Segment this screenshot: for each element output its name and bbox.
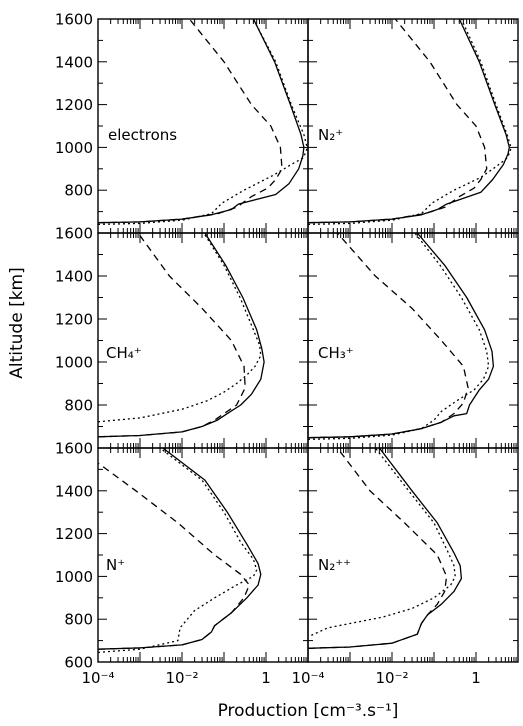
series-dashed-line <box>98 233 246 438</box>
y-tick-label: 800 <box>64 397 93 415</box>
x-tick-label: 10⁻⁴ <box>291 669 324 687</box>
labels-layer: electrons N₂⁺ CH₄⁺ CH₃⁺ N⁺ N₂⁺⁺ 800 1000 1200 140… <box>55 11 481 688</box>
panel-label: N⁺ <box>106 556 125 574</box>
x-axis-label: Production [cm⁻³.s⁻¹] <box>218 701 399 721</box>
y-tick-label: 600 <box>64 654 93 672</box>
series-solid-line <box>308 448 463 649</box>
y-tick-label: 1400 <box>55 53 93 71</box>
series-dotted-line <box>98 19 308 226</box>
y-tick-label: 1200 <box>55 311 93 329</box>
x-tick-label: 10⁻² <box>375 669 408 687</box>
series-dotted-line <box>98 233 262 423</box>
curves-layer <box>98 19 512 654</box>
series-dotted-line <box>311 448 456 636</box>
panel-label: CH₄⁺ <box>106 344 142 362</box>
series-dashed-line <box>308 448 448 649</box>
panel-0-curves <box>98 19 308 226</box>
series-solid-line <box>98 233 265 438</box>
y-tick-label: 1400 <box>55 482 93 500</box>
series-dashed-line <box>98 462 250 650</box>
y-tick-label: 1600 <box>55 11 93 29</box>
y-tick-label: 1200 <box>55 525 93 543</box>
panel-5-curves <box>308 448 463 649</box>
y-tick-label: 1000 <box>55 568 93 586</box>
y-tick-label: 800 <box>64 611 93 629</box>
panel-label: electrons <box>108 126 177 144</box>
y-tick-label: 800 <box>64 182 93 200</box>
y-tick-label: 1000 <box>55 354 93 372</box>
x-tick-label: 1 <box>261 669 271 687</box>
panel-3-curves <box>308 233 495 441</box>
x-tick-label: 10⁻⁴ <box>81 669 114 687</box>
series-dashed-line <box>98 19 283 224</box>
panel-4-curves <box>98 448 262 654</box>
panel-label: N₂⁺⁺ <box>318 556 351 574</box>
series-solid-line <box>308 233 495 439</box>
x-tick-label: 10⁻² <box>165 669 198 687</box>
panel-label: CH₃⁺ <box>318 344 354 362</box>
series-dotted-line <box>308 233 490 441</box>
series-dashed-line <box>308 233 469 439</box>
y-tick-label: 1400 <box>55 268 93 286</box>
panel-frame <box>97 232 309 449</box>
panel-1-curves <box>308 19 512 226</box>
ticks-layer <box>97 18 519 663</box>
y-tick-label: 1600 <box>55 225 93 243</box>
y-tick-label: 1000 <box>55 139 93 157</box>
x-tick-label: 1 <box>471 669 481 687</box>
series-dashed-line <box>308 19 488 224</box>
y-tick-label: 1600 <box>55 440 93 458</box>
panel-frame <box>307 232 519 449</box>
panel-label: N₂⁺ <box>318 126 343 144</box>
series-solid-line <box>98 448 262 650</box>
y-axis-label: Altitude [km] <box>7 267 27 379</box>
panel-frame <box>97 447 309 663</box>
panel-2-curves <box>98 233 265 438</box>
series-dotted-line <box>98 448 258 654</box>
series-dotted-line <box>308 19 512 226</box>
series-solid-line <box>308 19 510 224</box>
panel-frame <box>307 447 519 663</box>
y-tick-label: 1200 <box>55 96 93 114</box>
